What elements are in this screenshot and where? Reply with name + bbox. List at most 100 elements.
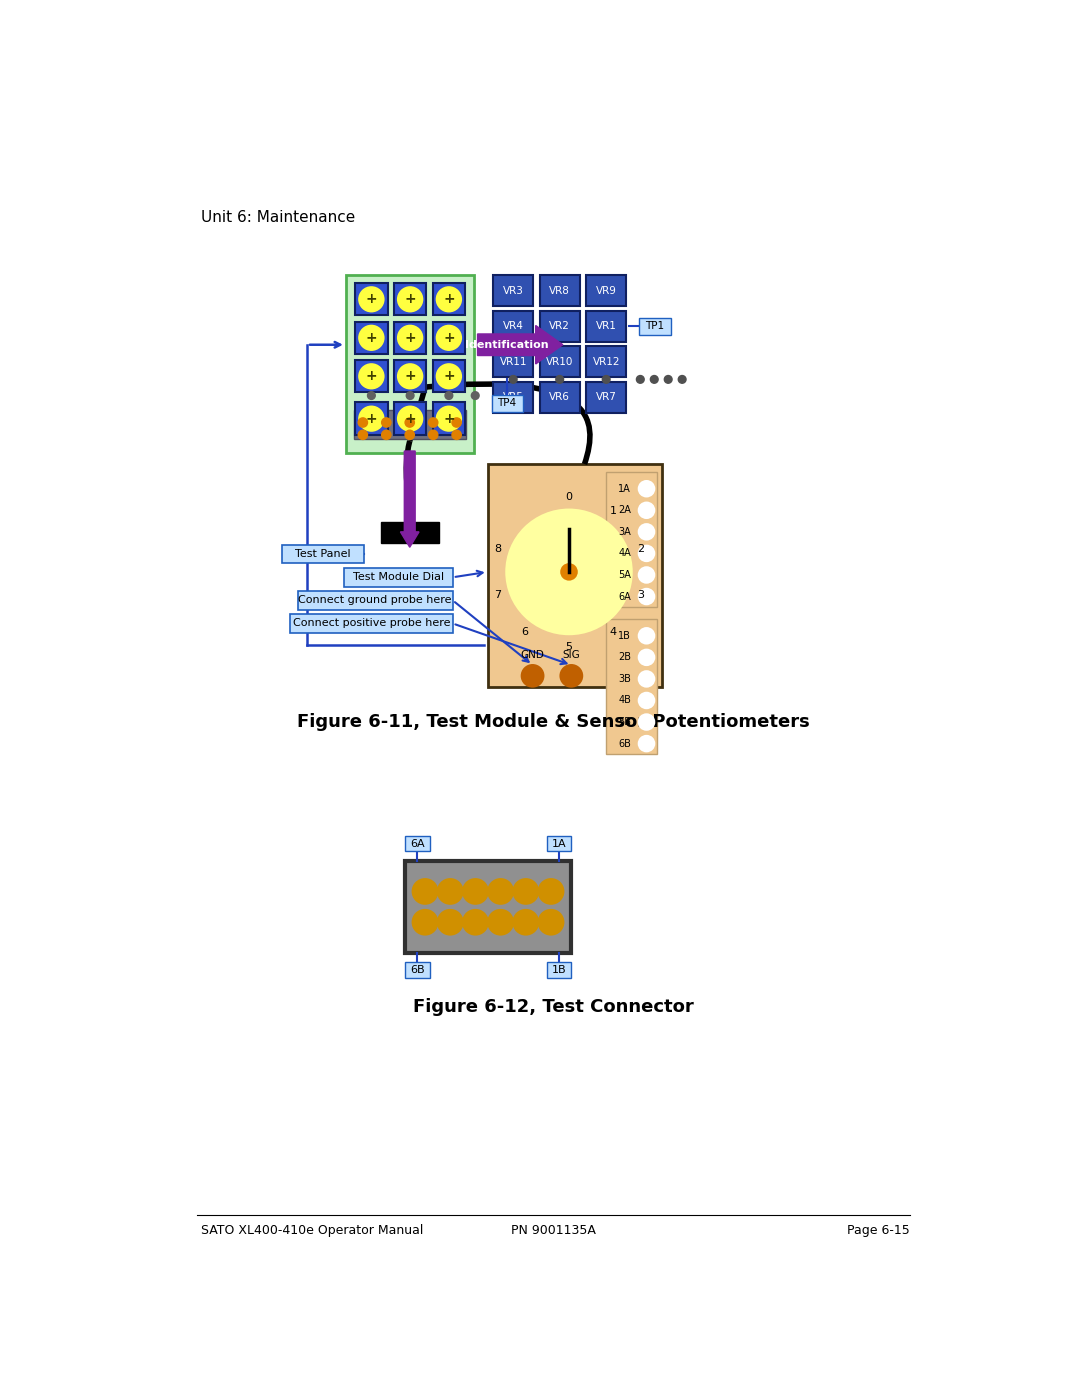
Circle shape [429, 430, 437, 440]
Text: +: + [365, 292, 377, 306]
Bar [494, 346, 534, 377]
Circle shape [539, 909, 564, 935]
Text: 1B: 1B [618, 631, 631, 641]
Bar [405, 861, 571, 953]
Text: 6B: 6B [618, 739, 631, 749]
Bar [355, 284, 388, 316]
Text: 2B: 2B [618, 652, 631, 662]
Circle shape [522, 665, 543, 686]
Circle shape [638, 693, 654, 708]
Circle shape [436, 326, 461, 351]
Text: +: + [443, 412, 455, 426]
Bar [606, 472, 657, 608]
Text: 8: 8 [494, 543, 501, 553]
Circle shape [636, 376, 644, 383]
Bar [586, 381, 626, 412]
Text: 6: 6 [522, 627, 528, 637]
Circle shape [397, 365, 422, 388]
Circle shape [397, 326, 422, 351]
Text: Connect ground probe here: Connect ground probe here [298, 595, 453, 605]
Bar [638, 317, 672, 335]
Text: Unit 6: Maintenance: Unit 6: Maintenance [201, 210, 355, 225]
Circle shape [436, 365, 461, 388]
Text: SATO XL400-410e Operator Manual: SATO XL400-410e Operator Manual [201, 1224, 423, 1236]
Text: PN 9001135A: PN 9001135A [511, 1224, 596, 1236]
Circle shape [638, 567, 654, 583]
Text: +: + [365, 412, 377, 426]
Text: +: + [443, 292, 455, 306]
Circle shape [413, 879, 437, 904]
Text: Test Module Dial: Test Module Dial [353, 573, 444, 583]
Text: 3A: 3A [618, 527, 631, 536]
Bar [586, 312, 626, 342]
Text: VR8: VR8 [550, 286, 570, 296]
Bar [494, 275, 534, 306]
Bar [540, 381, 580, 412]
Text: Figure 6-11, Test Module & Sensor Potentiometers: Figure 6-11, Test Module & Sensor Potent… [297, 712, 810, 731]
Bar [394, 321, 427, 353]
Circle shape [638, 629, 654, 644]
Circle shape [359, 407, 383, 430]
Text: 5A: 5A [618, 570, 631, 580]
Circle shape [638, 481, 654, 496]
Circle shape [397, 286, 422, 312]
Circle shape [359, 430, 367, 440]
Text: VR10: VR10 [546, 356, 573, 366]
Bar [405, 963, 430, 978]
Circle shape [451, 430, 461, 440]
Text: 3: 3 [637, 590, 644, 599]
Circle shape [405, 418, 415, 427]
Text: 6A: 6A [618, 591, 631, 602]
Circle shape [436, 407, 461, 430]
Bar [488, 464, 662, 687]
Circle shape [603, 376, 610, 383]
Text: 6A: 6A [409, 838, 424, 849]
Circle shape [638, 736, 654, 752]
Circle shape [406, 391, 414, 400]
Bar [433, 284, 465, 316]
Circle shape [463, 909, 488, 935]
Text: 2: 2 [637, 543, 644, 553]
Circle shape [381, 418, 391, 427]
Bar [606, 619, 657, 754]
Text: 1: 1 [610, 507, 617, 517]
Text: Test Panel: Test Panel [295, 549, 351, 559]
Circle shape [436, 286, 461, 312]
Bar [494, 381, 534, 412]
Text: VR6: VR6 [550, 393, 570, 402]
Circle shape [359, 286, 383, 312]
Bar [433, 402, 465, 434]
Circle shape [397, 407, 422, 430]
Bar [345, 569, 453, 587]
Circle shape [488, 909, 513, 935]
Circle shape [359, 365, 383, 388]
Text: Page 6-15: Page 6-15 [847, 1224, 910, 1236]
Text: +: + [404, 331, 416, 345]
Text: 6B: 6B [409, 965, 424, 975]
Circle shape [638, 671, 654, 686]
Circle shape [513, 879, 538, 904]
Circle shape [437, 909, 462, 935]
Bar [546, 835, 571, 851]
Bar [353, 411, 465, 440]
Circle shape [539, 879, 564, 904]
FancyArrow shape [477, 326, 563, 365]
Bar [394, 402, 427, 434]
Text: 4: 4 [609, 627, 617, 637]
Bar [355, 360, 388, 393]
Text: 5B: 5B [618, 717, 631, 726]
Text: +: + [404, 412, 416, 426]
Bar [586, 275, 626, 306]
FancyArrow shape [401, 451, 419, 548]
Circle shape [471, 391, 480, 400]
Bar [291, 615, 453, 633]
Circle shape [367, 391, 375, 400]
Bar [540, 346, 580, 377]
Circle shape [445, 391, 453, 400]
Bar [298, 591, 453, 609]
Bar [586, 346, 626, 377]
Text: TP1: TP1 [646, 321, 664, 331]
Bar [394, 284, 427, 316]
Text: VR11: VR11 [499, 356, 527, 366]
Circle shape [451, 418, 461, 427]
